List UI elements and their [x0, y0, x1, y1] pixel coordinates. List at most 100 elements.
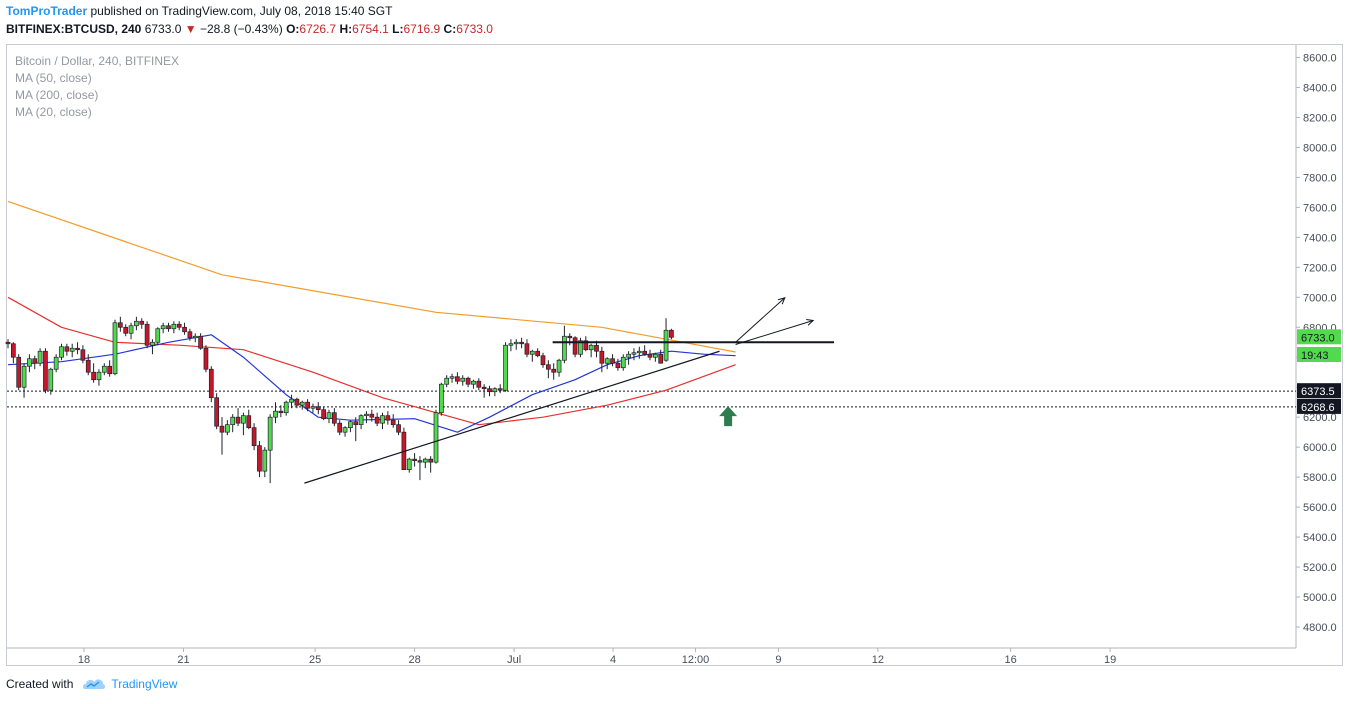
- projection-arrow-line: [735, 320, 814, 345]
- candle-body: [604, 358, 610, 364]
- candle-body: [444, 377, 450, 385]
- x-tick-label: 12: [872, 654, 884, 666]
- candle-down: [390, 414, 396, 428]
- candle-body: [529, 350, 535, 355]
- candle-down: [374, 412, 380, 427]
- candle-up: [262, 447, 268, 478]
- candle-down: [32, 355, 38, 370]
- candle-up: [171, 321, 177, 334]
- candle-body: [631, 352, 637, 355]
- candle-up: [150, 339, 155, 355]
- candle-body: [160, 325, 166, 330]
- open-value: 6726.7: [299, 22, 337, 36]
- candle-up: [96, 369, 102, 386]
- candle-down: [246, 409, 252, 430]
- candle-up: [556, 358, 562, 377]
- author-link[interactable]: TomProTrader: [6, 4, 88, 18]
- candle-body: [27, 358, 32, 367]
- legend-ma50[interactable]: MA (50, close): [15, 71, 92, 85]
- arrow-head-icon: [806, 318, 815, 326]
- candle-down: [315, 402, 321, 415]
- candle-down: [5, 339, 11, 349]
- candle-up: [155, 327, 161, 346]
- candle-down: [551, 363, 557, 380]
- candle-down: [75, 342, 80, 355]
- candle-up: [241, 412, 246, 436]
- legend-ma20[interactable]: MA (20, close): [15, 105, 92, 119]
- candle-down: [337, 420, 343, 436]
- candle-body: [567, 335, 573, 339]
- ma50-line: [7, 296, 736, 426]
- candle-body: [11, 343, 16, 358]
- candle-body: [166, 325, 171, 330]
- candle-body: [492, 388, 498, 393]
- candle-down: [166, 322, 171, 332]
- price-label-box: [1297, 329, 1341, 345]
- chart-frame: [6, 44, 1343, 666]
- x-tick-label: Jul: [507, 654, 521, 666]
- price-label-text: 6373.5: [1301, 386, 1335, 398]
- y-tick-label: 8400.0: [1303, 82, 1337, 94]
- candle-down: [235, 408, 241, 427]
- candle-down: [85, 354, 91, 376]
- candle-body: [642, 350, 648, 355]
- candle-body: [588, 344, 594, 351]
- tradingview-cloud-icon[interactable]: [83, 678, 106, 690]
- candle-up: [492, 387, 498, 397]
- x-tick-label: 18: [78, 654, 90, 666]
- y-tick-label: 5600.0: [1303, 502, 1337, 514]
- candle-body: [551, 368, 557, 373]
- candle-down: [497, 384, 503, 394]
- candle-up: [422, 457, 428, 469]
- candle-down: [401, 427, 407, 470]
- candle-down: [369, 409, 375, 422]
- projection-arrow-line: [735, 297, 786, 343]
- candle-down: [647, 349, 653, 361]
- candle-body: [225, 424, 230, 433]
- candle-body: [497, 388, 503, 391]
- tradingview-link[interactable]: TradingView: [111, 677, 178, 691]
- candle-body: [235, 416, 241, 424]
- candle-down: [524, 339, 530, 358]
- y-tick-label: 7400.0: [1303, 232, 1337, 244]
- candle-body: [278, 410, 284, 414]
- y-tick-label: 7600.0: [1303, 202, 1337, 214]
- candle-down: [64, 343, 70, 356]
- candle-up: [444, 375, 450, 388]
- candle-up: [604, 357, 610, 370]
- y-tick-label: 8600.0: [1303, 53, 1337, 65]
- candle-body: [257, 445, 262, 472]
- candle-down: [305, 399, 310, 412]
- candle-up: [471, 379, 476, 389]
- candle-down: [16, 354, 22, 391]
- candle-up: [289, 394, 294, 409]
- candle-body: [214, 397, 219, 427]
- candle-up: [380, 412, 385, 430]
- candle-body: [91, 371, 96, 381]
- candle-body: [465, 377, 471, 385]
- candle-body: [385, 415, 391, 421]
- candle-body: [422, 458, 428, 463]
- candle-down: [583, 336, 589, 352]
- candle-body: [187, 331, 193, 339]
- chart-legend: Bitcoin / Dollar, 240, BITFINEX MA (50, …: [15, 53, 179, 121]
- candle-up: [358, 414, 364, 430]
- candle-down: [198, 333, 203, 350]
- candle-body: [37, 350, 43, 364]
- candle-up: [631, 348, 637, 361]
- footer: Created with TradingView: [6, 677, 177, 691]
- legend-ma200[interactable]: MA (200, close): [15, 88, 99, 102]
- arrow-head-icon: [777, 296, 786, 305]
- candle-down: [353, 417, 359, 442]
- candle-body: [513, 341, 519, 345]
- candle-down: [208, 366, 214, 403]
- candle-up: [101, 363, 107, 376]
- candle-body: [289, 398, 294, 403]
- candle-body: [508, 343, 514, 346]
- candle-up: [48, 367, 54, 395]
- candle-down: [43, 348, 48, 394]
- candle-body: [433, 412, 439, 463]
- candle-down: [385, 411, 391, 425]
- candle-up: [433, 409, 439, 464]
